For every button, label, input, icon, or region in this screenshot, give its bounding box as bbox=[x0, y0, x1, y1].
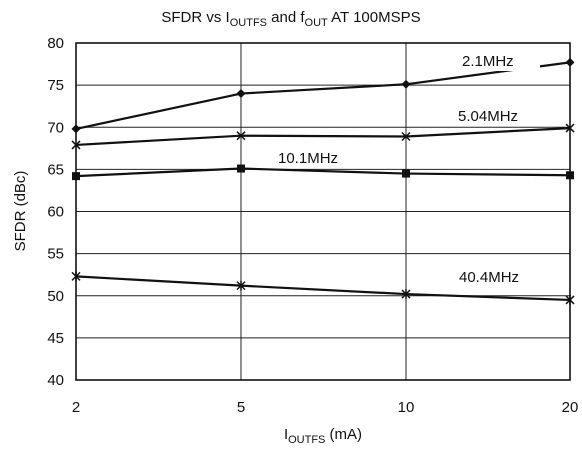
x-tick-label: 2 bbox=[72, 399, 80, 416]
series-line bbox=[75, 61, 571, 131]
data-point bbox=[237, 164, 245, 173]
x-tick-label: 20 bbox=[562, 399, 579, 416]
plot-frame bbox=[75, 42, 571, 381]
series-label-5-04mhz: 5.04MHz bbox=[458, 108, 518, 125]
data-point bbox=[236, 131, 246, 141]
series-labels: 2.1MHz 5.04MHz 10.1MHz 40.4MHz bbox=[274, 51, 540, 287]
y-tick-label: 50 bbox=[47, 288, 64, 305]
data-point bbox=[236, 89, 246, 99]
grid bbox=[75, 42, 571, 381]
y-tick-label: 80 bbox=[47, 35, 64, 52]
series-label-bg bbox=[455, 267, 537, 287]
y-tick-labels: 40 45 50 55 60 65 70 75 80 bbox=[47, 35, 64, 389]
y-axis-title: SFDR (dBc) bbox=[12, 171, 29, 252]
y-tick-label: 75 bbox=[47, 77, 64, 94]
series-label-2-1mhz: 2.1MHz bbox=[462, 53, 514, 70]
data-point bbox=[401, 79, 411, 89]
series-label-bg bbox=[274, 148, 356, 168]
series-2-1mhz bbox=[71, 57, 575, 134]
series-label-40-4mhz: 40.4MHz bbox=[459, 269, 519, 286]
series-40-4mhz bbox=[71, 271, 575, 305]
y-tick-label: 65 bbox=[47, 161, 64, 178]
data-point bbox=[401, 131, 411, 142]
y-tick-label: 60 bbox=[47, 204, 64, 221]
series-5-04mhz bbox=[71, 123, 575, 150]
series-line bbox=[75, 126, 571, 147]
x-tick-labels: 2 5 10 20 bbox=[72, 399, 579, 416]
x-tick-label: 5 bbox=[237, 399, 245, 416]
data-point bbox=[401, 289, 411, 300]
chart-title: SFDR vs IOUTFS and fOUT AT 100MSPS bbox=[161, 9, 420, 29]
x-axis-title: IOUTFS (mA) bbox=[284, 426, 362, 446]
series-line bbox=[75, 167, 571, 178]
series-line bbox=[75, 275, 571, 302]
y-tick-label: 70 bbox=[47, 119, 64, 136]
y-tick-label: 40 bbox=[47, 372, 64, 389]
series-label-bg bbox=[454, 106, 536, 126]
data-point bbox=[402, 169, 410, 178]
series-label-10-1mhz: 10.1MHz bbox=[278, 150, 338, 167]
y-tick-label: 55 bbox=[47, 246, 64, 263]
series-label-bg bbox=[458, 51, 540, 71]
y-tick-label: 45 bbox=[47, 330, 64, 347]
data-point bbox=[236, 280, 246, 291]
x-tick-label: 10 bbox=[398, 399, 415, 416]
